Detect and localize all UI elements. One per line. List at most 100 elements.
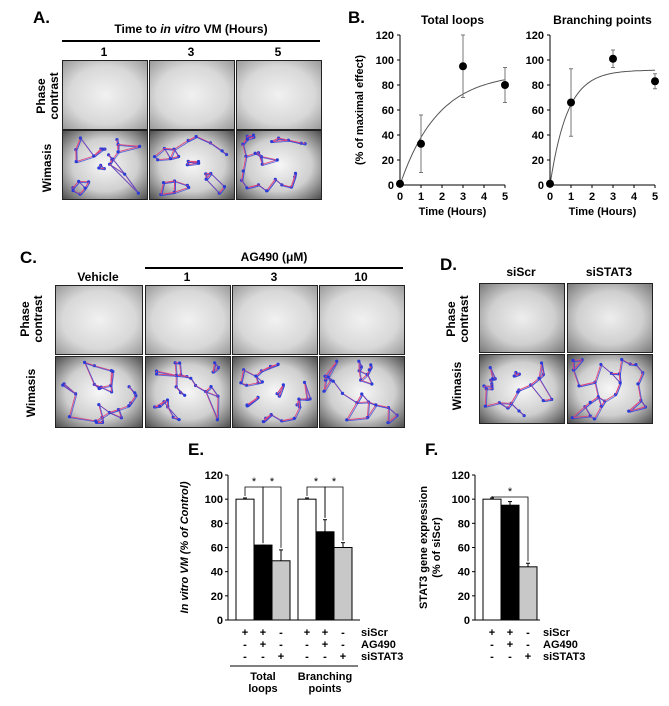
chart-b2-title: Branching points (553, 13, 652, 27)
vessel-outline (241, 370, 246, 384)
branch-point (360, 392, 364, 396)
vessel-segment (594, 382, 599, 397)
vessel-outline (272, 140, 290, 143)
vessel-segment (169, 149, 175, 159)
significance-star: * (332, 476, 337, 488)
branch-point (158, 404, 162, 408)
vessel-outline (69, 394, 78, 418)
vessel-outline (80, 188, 87, 196)
branch-point (636, 382, 640, 386)
vessel-segment (240, 369, 245, 383)
panel-c-col-10: 10 (354, 270, 368, 284)
condition-label-ag490: AG490 (543, 639, 578, 651)
bar-siscr (297, 498, 317, 621)
vessel-segment (304, 382, 308, 400)
branch-point (323, 374, 327, 378)
y-axis-label: (% of maximal effect) (354, 55, 366, 165)
vessel-outline (164, 181, 176, 185)
panel-a-phase-image-5h (236, 60, 322, 130)
vessel-segment (94, 365, 112, 371)
vessel-segment (276, 384, 284, 394)
vessel-outline (206, 179, 221, 195)
significance-star: * (314, 476, 319, 488)
branch-point (483, 404, 487, 408)
y-tick-label: 40 (458, 567, 470, 579)
panel-c-label: C. (20, 248, 37, 267)
condition-label-ag490: AG490 (361, 639, 396, 651)
vessel-segment (324, 360, 338, 377)
vessel-segment (101, 384, 111, 388)
vessel-segment (628, 406, 646, 412)
panel-a-col-1: 1 (100, 45, 108, 59)
vessel-segment (530, 377, 540, 386)
branch-point (165, 398, 170, 402)
panel-a-phase-image-3h (149, 60, 235, 130)
vessel-segment (164, 147, 175, 150)
vessel-segment (69, 416, 96, 422)
vessel-outline (579, 382, 597, 388)
vessel-segment (628, 400, 642, 412)
vessel-outline (180, 363, 183, 376)
group-label: Total (250, 671, 275, 683)
vessel-outline (215, 363, 220, 369)
data-point (609, 54, 617, 63)
branch-point (302, 380, 307, 384)
panel-c-col-vehicle: Vehicle (77, 270, 119, 284)
vessel-outline (76, 138, 82, 151)
branch-point (220, 149, 224, 153)
vessel-outline (357, 394, 364, 404)
vessel-segment (93, 148, 104, 157)
vessel-outline (367, 370, 371, 376)
branch-point (370, 382, 374, 386)
group-label: loops (248, 683, 277, 695)
branch-point (83, 186, 87, 190)
branch-point (570, 416, 574, 420)
branch-point (78, 136, 82, 140)
y-tick-label: 0 (464, 615, 470, 627)
vessel-segment (118, 405, 129, 410)
branch-point (245, 186, 249, 190)
vessel-segment (173, 140, 189, 150)
vessel-segment (246, 184, 259, 189)
vessel-outline (367, 405, 378, 419)
y-tick-label: 60 (382, 105, 394, 117)
vessel-outline (585, 403, 592, 409)
panel-b-label: B. (348, 8, 365, 27)
vessel-segment (293, 406, 301, 419)
branch-point (251, 133, 256, 137)
vessel-outline (294, 407, 302, 420)
vessel-outline (262, 364, 280, 373)
vessel-outline (539, 378, 554, 401)
vessel-segment (375, 404, 389, 409)
panel-a-row-wimasis: Wimasis (40, 143, 54, 193)
panel-f-label: F. (425, 440, 439, 459)
vessel-outline (500, 403, 513, 405)
panel-d-label: D. (440, 255, 457, 274)
branch-point (97, 402, 101, 407)
branch-point (239, 381, 243, 385)
vessel-outline (111, 386, 114, 393)
panel-d-phase-image-siscr (479, 283, 565, 353)
branch-point (245, 137, 249, 141)
vessel-outline (255, 153, 263, 158)
branch-point (265, 189, 269, 193)
branch-point (331, 379, 335, 383)
vessel-segment (278, 384, 284, 397)
vessel-outline (70, 417, 97, 423)
vessel-outline (110, 164, 140, 195)
branch-point (123, 172, 127, 176)
branch-point (488, 366, 492, 370)
vessel-segment (245, 152, 256, 157)
vessel-outline (101, 166, 106, 170)
condition-sign: + (260, 627, 266, 639)
vessel-outline (291, 174, 297, 189)
condition-sign: + (322, 639, 328, 651)
vessel-outline (389, 408, 399, 417)
y-axis-label: STAT3 gene expression (418, 486, 430, 609)
vessel-outline (160, 402, 166, 408)
panel-c-phase-image-vehicle (55, 285, 143, 355)
vessel-outline (279, 385, 285, 398)
branch-point (634, 363, 638, 367)
x-tick-label: 5 (652, 191, 658, 203)
vessel-outline (77, 156, 95, 164)
